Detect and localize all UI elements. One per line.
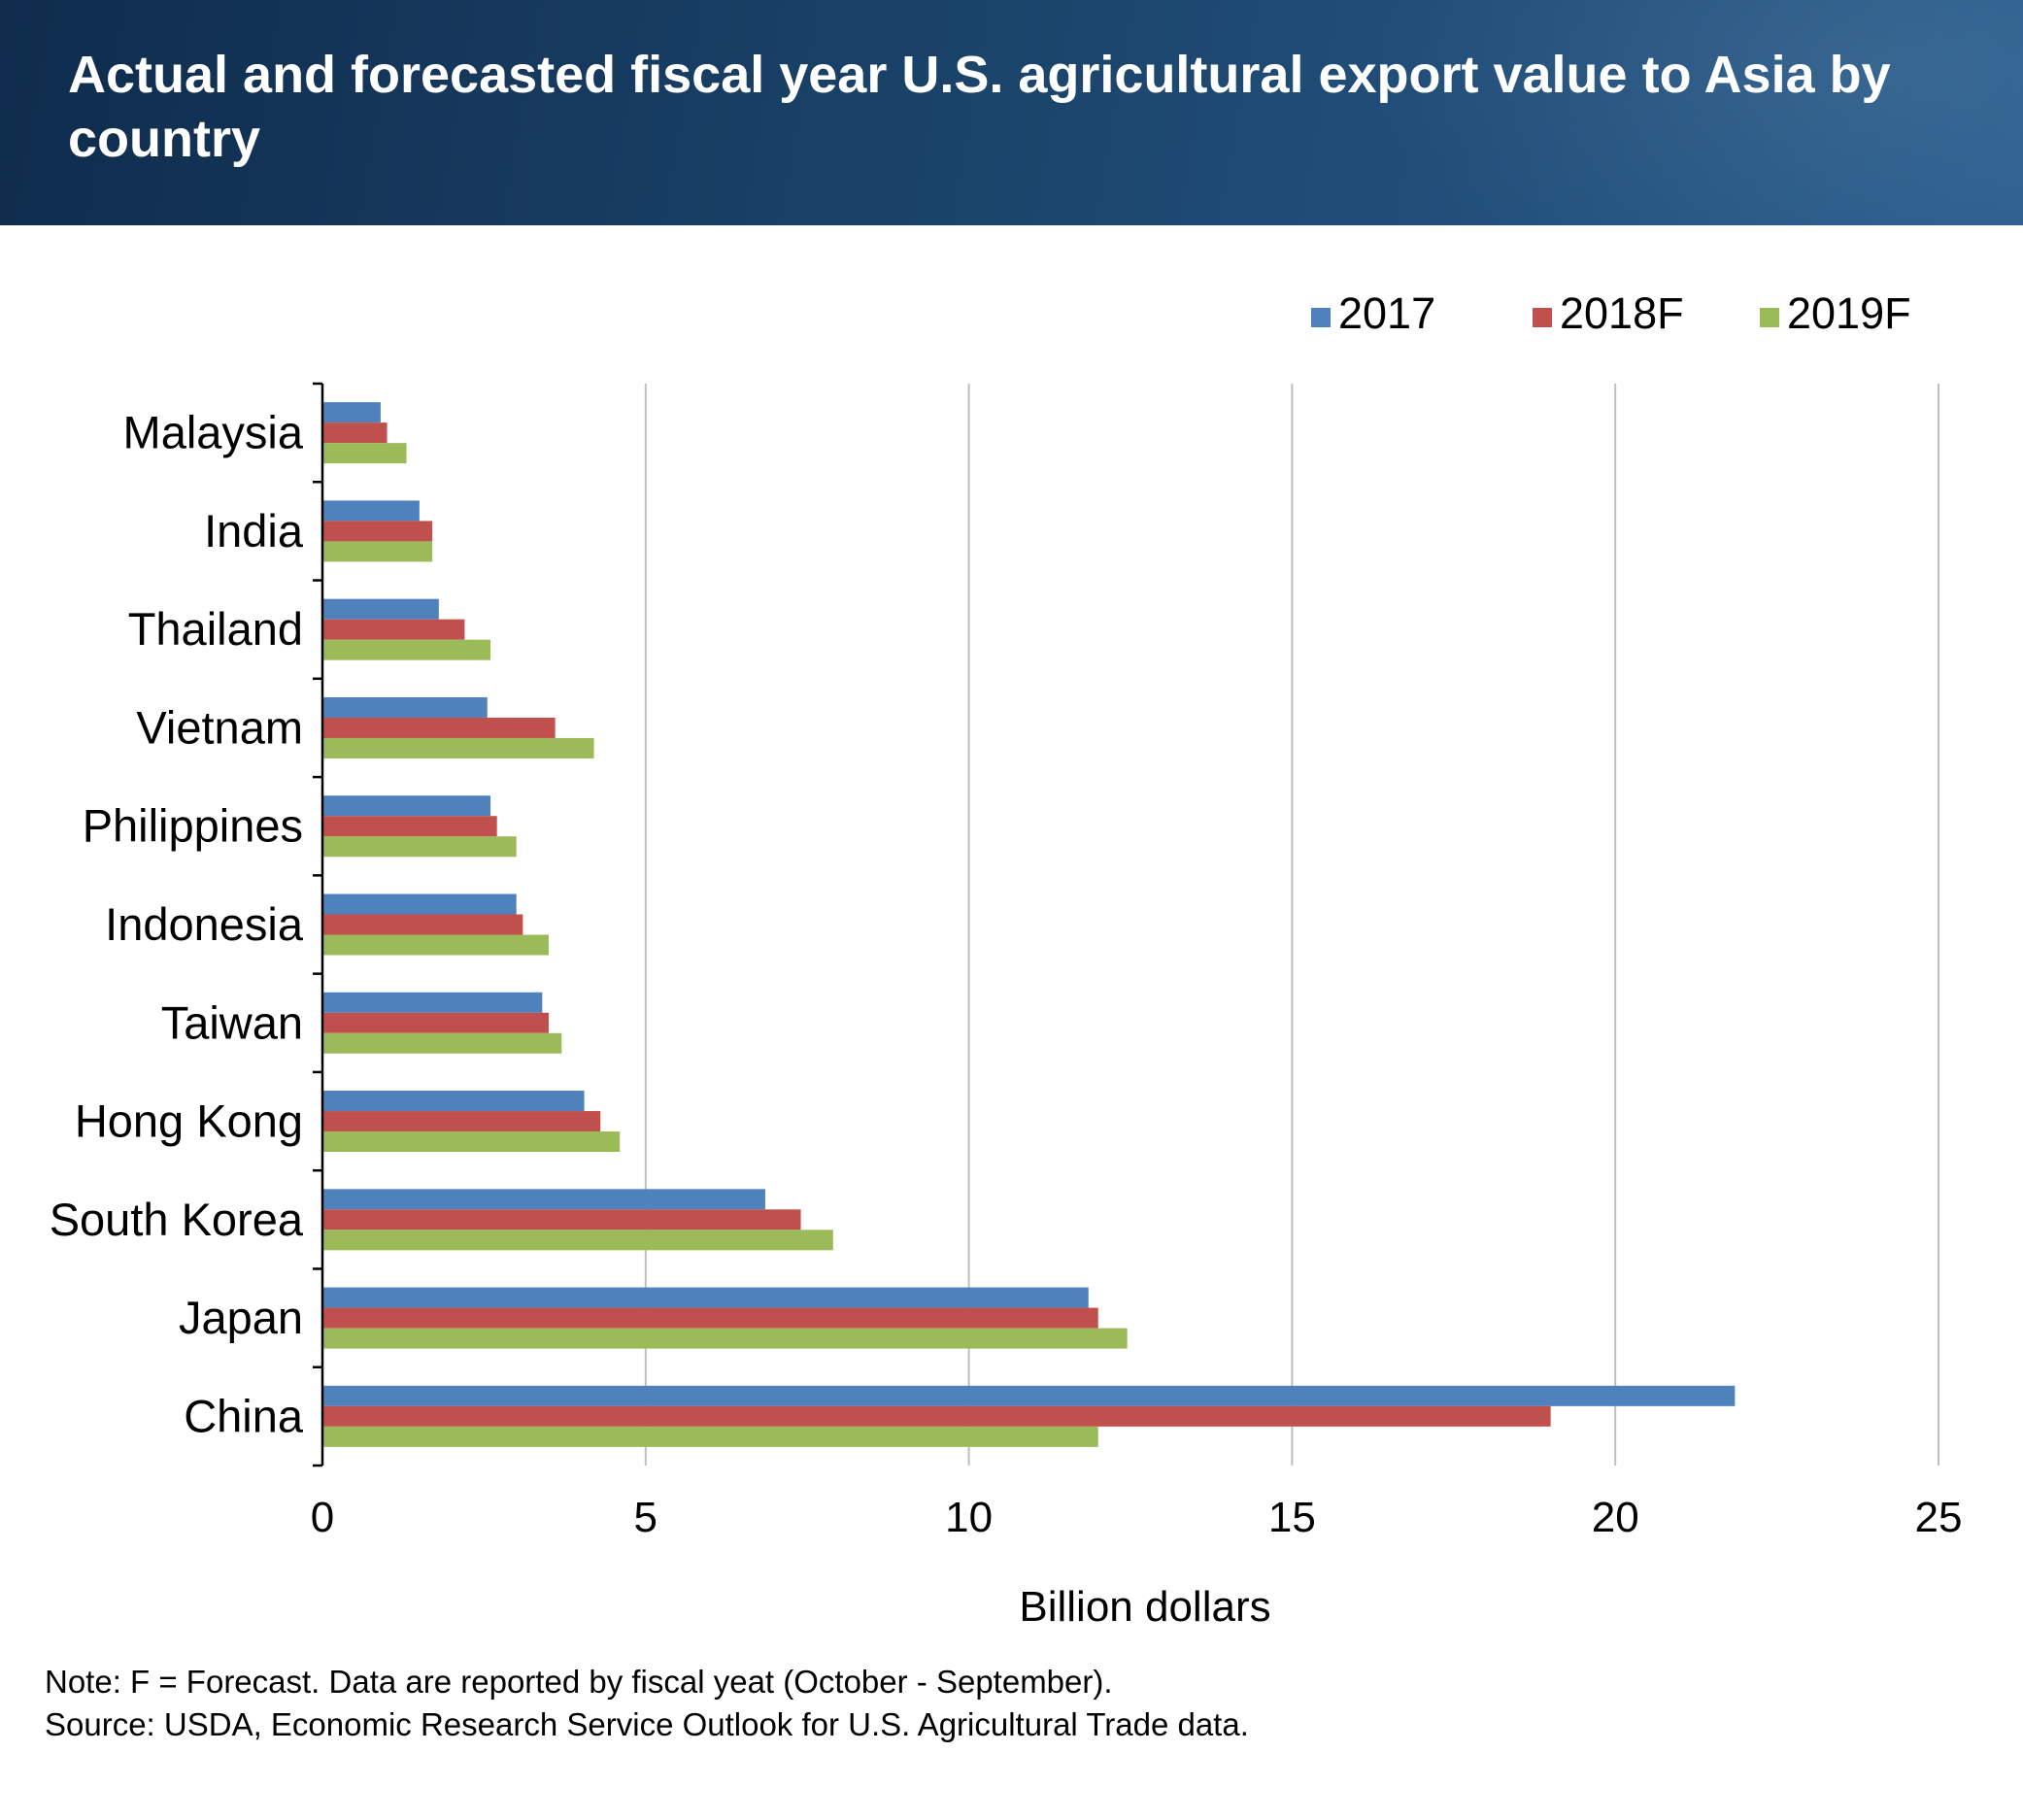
- x-tick-label: 20: [1592, 1494, 1639, 1541]
- bar-2019f-india: [322, 541, 433, 562]
- bar-2018f-china: [322, 1405, 1551, 1427]
- legend-label-2018f: 2018F: [1560, 288, 1684, 338]
- bar-2019f-china: [322, 1426, 1098, 1447]
- note-text: Note: F = Forecast. Data are reported by…: [45, 1664, 1113, 1700]
- x-tick-labels: 0 5 10 15 20 25: [311, 1494, 1963, 1541]
- category-label: China: [184, 1390, 304, 1441]
- bar-2018f-south-korea: [322, 1209, 801, 1230]
- footnotes: Note: F = Forecast. Data are reported by…: [45, 1661, 1987, 1746]
- legend-swatch-2019f: [1760, 308, 1779, 327]
- bar-2017-japan: [322, 1287, 1089, 1308]
- bar-2019f-malaysia: [322, 443, 407, 464]
- header-decoration: [1265, 0, 2023, 225]
- bar-2019f-japan: [322, 1328, 1128, 1349]
- category-label: Japan: [179, 1292, 303, 1343]
- bar-2019f-thailand: [322, 639, 491, 660]
- bar-2017-philippines: [322, 795, 491, 817]
- x-tick-label: 10: [945, 1494, 993, 1541]
- bar-2019f-south-korea: [322, 1230, 833, 1251]
- bar-2018f-vietnam: [322, 717, 556, 738]
- bar-2017-south-korea: [322, 1189, 765, 1210]
- chart-title: Actual and forecasted fiscal year U.S. a…: [68, 46, 1891, 168]
- category-label: Taiwan: [161, 996, 303, 1048]
- bar-2018f-japan: [322, 1307, 1098, 1329]
- x-axis-title: Billion dollars: [1019, 1583, 1270, 1631]
- bar-2017-malaysia: [322, 402, 381, 423]
- category-label: India: [204, 505, 304, 556]
- bar-2018f-indonesia: [322, 914, 523, 935]
- bar-2018f-hong-kong: [322, 1111, 601, 1132]
- bar-2018f-india: [322, 521, 433, 542]
- category-label: Indonesia: [105, 898, 304, 950]
- bar-2018f-malaysia: [322, 422, 388, 444]
- header-banner: Actual and forecasted fiscal year U.S. a…: [0, 0, 2023, 225]
- bar-2017-vietnam: [322, 696, 488, 718]
- gridlines: [644, 384, 1939, 1466]
- bar-2017-china: [322, 1385, 1736, 1406]
- bar-chart: 0 5 10 15 20 25 Malaysia India Thailand Vietnam P…: [50, 288, 1963, 1631]
- bar-2019f-vietnam: [322, 737, 594, 758]
- bars: [322, 402, 1736, 1447]
- legend: 2017 2018F 2019F: [1311, 288, 1911, 338]
- bar-2017-thailand: [322, 598, 439, 620]
- x-tick-label: 0: [311, 1494, 334, 1541]
- category-label: Philippines: [83, 800, 303, 852]
- bar-2019f-philippines: [322, 836, 517, 858]
- category-labels: Malaysia India Thailand Vietnam Philippines I…: [50, 407, 304, 1442]
- bar-2019f-indonesia: [322, 934, 549, 956]
- axes: [313, 382, 324, 1467]
- x-tick-label: 15: [1268, 1494, 1316, 1541]
- bar-2019f-hong-kong: [322, 1131, 621, 1153]
- legend-label-2017: 2017: [1338, 288, 1435, 338]
- category-label: Malaysia: [123, 407, 304, 458]
- category-label: Thailand: [128, 603, 303, 655]
- bar-2017-taiwan: [322, 992, 543, 1013]
- legend-swatch-2018f: [1533, 308, 1552, 327]
- bar-2017-india: [322, 500, 420, 522]
- bar-2018f-thailand: [322, 619, 465, 640]
- category-label: Hong Kong: [75, 1095, 303, 1147]
- bar-2018f-taiwan: [322, 1012, 549, 1033]
- category-label: South Korea: [50, 1194, 304, 1245]
- legend-swatch-2017: [1311, 308, 1331, 327]
- source-text: Source: USDA, Economic Research Service …: [45, 1706, 1249, 1742]
- category-label: Vietnam: [136, 701, 303, 753]
- bar-2017-hong-kong: [322, 1091, 585, 1112]
- bar-2018f-philippines: [322, 816, 497, 837]
- bar-2019f-taiwan: [322, 1032, 562, 1054]
- x-tick-label: 5: [634, 1494, 657, 1541]
- legend-label-2019f: 2019F: [1787, 288, 1911, 338]
- x-tick-label: 25: [1915, 1494, 1963, 1541]
- bar-2017-indonesia: [322, 893, 517, 915]
